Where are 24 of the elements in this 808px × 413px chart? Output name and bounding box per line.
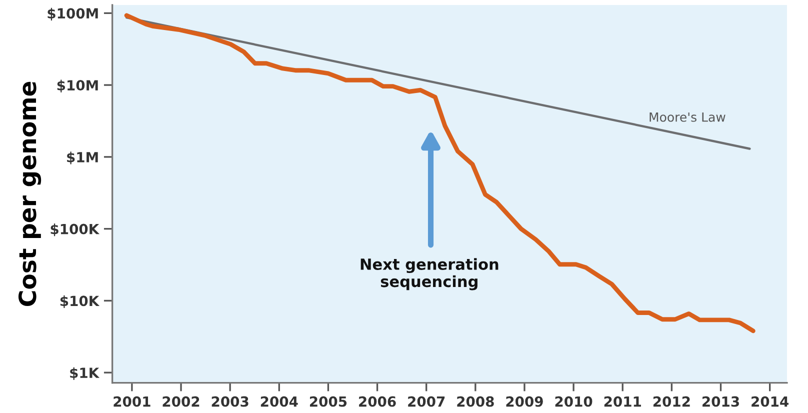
x-tick-label: 2001 [114,396,150,407]
x-tick-label: 2012 [653,396,690,407]
x-tick-label: 2014 [752,396,789,407]
y-tick-label: $1M [67,152,98,164]
x-tick-label: 2004 [260,396,298,407]
x-tick-label: 2011 [604,396,641,407]
x-tick-label: 2013 [702,396,739,407]
series-label: Moore's Law [650,112,726,122]
x-tick-label: 2009 [506,396,543,407]
y-tick-label: $10M [57,80,98,92]
annotation: Next generation sequencing [360,258,498,290]
y-tick-label: $100M [48,8,98,20]
x-tick-label: 2007 [408,396,445,407]
y-tick-label: $100K [50,224,100,236]
y-tick-label: $1K [70,367,100,380]
line-series [124,13,756,334]
x-tick-label: 2008 [457,396,494,407]
x-tick-label: 2003 [212,396,248,407]
y-tick-label: $10K [60,295,100,308]
y-axis-title: Cost per genome [18,82,42,306]
x-tick-label: 2006 [359,396,396,407]
x-tick-label: 2005 [310,396,347,407]
x-tick-label: 2010 [555,396,592,407]
x-tick-label: 2002 [162,396,200,407]
